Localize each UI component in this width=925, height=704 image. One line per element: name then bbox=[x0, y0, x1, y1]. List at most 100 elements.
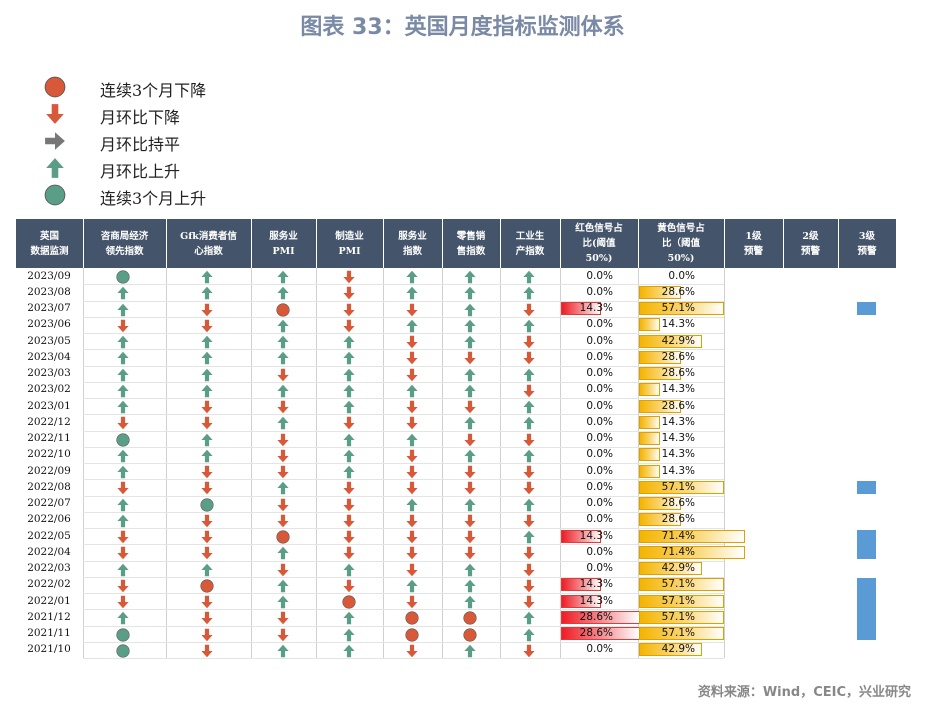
column-header: 红色信号占 比(阈值 50%) bbox=[575, 223, 623, 264]
up-arrow-icon bbox=[276, 318, 290, 333]
red-signal-value: 0.0% bbox=[586, 562, 613, 574]
row-date: 2023/05 bbox=[27, 334, 71, 347]
up-arrow-icon bbox=[463, 562, 477, 576]
down-arrow-icon bbox=[463, 432, 477, 446]
down-arrow-icon bbox=[342, 545, 356, 560]
red-signal-value: 0.0% bbox=[586, 350, 613, 363]
yellow-signal-bar bbox=[639, 627, 724, 640]
legend-label: 连续3个月上升 bbox=[100, 189, 207, 208]
down-arrow-icon bbox=[276, 497, 290, 511]
legend-label: 月环比持平 bbox=[100, 135, 181, 154]
level3-warning-block bbox=[857, 529, 876, 559]
header-separator bbox=[838, 219, 839, 268]
grid-row-line bbox=[83, 609, 724, 610]
up-arrow-icon bbox=[342, 643, 356, 658]
down-arrow-icon bbox=[522, 562, 536, 576]
up-arrow-icon bbox=[200, 334, 214, 349]
yellow-signal-bar bbox=[639, 643, 703, 657]
header-separator bbox=[724, 219, 725, 268]
column-header: Gfk消费者信 心指数 bbox=[180, 230, 237, 257]
down-arrow-icon bbox=[405, 399, 419, 414]
header-separator bbox=[251, 219, 252, 268]
down-arrow-icon bbox=[405, 480, 419, 495]
row-date: 2022/09 bbox=[27, 464, 71, 477]
down-arrow-icon bbox=[276, 627, 290, 641]
red-circle-icon bbox=[276, 529, 290, 544]
header-separator bbox=[638, 219, 639, 268]
down-arrow-icon bbox=[116, 318, 130, 333]
row-date: 2022/11 bbox=[27, 432, 71, 444]
grid-row-line bbox=[83, 512, 724, 513]
down-arrow-icon bbox=[200, 513, 214, 528]
row-date: 2022/02 bbox=[27, 578, 71, 591]
red-circle-icon bbox=[463, 627, 477, 642]
yellow-signal-bar bbox=[639, 334, 703, 348]
red-signal-value: 0.0% bbox=[586, 383, 613, 396]
grid-row-line bbox=[83, 366, 724, 367]
up-arrow-icon bbox=[405, 285, 419, 300]
yellow-signal-bar bbox=[639, 529, 745, 543]
up-arrow-icon bbox=[276, 334, 290, 349]
red-signal-value: 0.0% bbox=[586, 643, 613, 656]
yellow-signal-value: 42.9% bbox=[661, 643, 695, 656]
up-arrow-icon bbox=[463, 302, 477, 316]
yellow-signal-bar bbox=[639, 562, 703, 575]
down-arrow-icon bbox=[342, 318, 356, 333]
row-date: 2022/06 bbox=[27, 513, 71, 526]
up-arrow-icon bbox=[116, 399, 130, 414]
column-header: 3级 预警 bbox=[857, 230, 877, 257]
up-arrow-icon bbox=[276, 415, 290, 430]
down-arrow-icon bbox=[342, 529, 356, 544]
up-arrow-icon bbox=[200, 350, 214, 365]
grid-row-line bbox=[83, 479, 724, 480]
yellow-signal-bar bbox=[639, 367, 682, 380]
down-arrow-icon bbox=[200, 415, 214, 430]
red-signal-bar bbox=[561, 594, 601, 608]
down-arrow-icon bbox=[522, 545, 536, 560]
yellow-signal-value: 28.6% bbox=[661, 399, 695, 412]
up-arrow-icon bbox=[342, 432, 356, 446]
yellow-signal-value: 14.3% bbox=[661, 383, 695, 396]
column-header: 2级 预警 bbox=[800, 230, 820, 257]
red-signal-value: 0.0% bbox=[586, 513, 613, 526]
grid-row-line bbox=[83, 333, 724, 334]
yellow-signal-value: 28.6% bbox=[661, 513, 695, 526]
down-arrow-icon bbox=[276, 562, 290, 576]
up-arrow-icon bbox=[405, 383, 419, 398]
up-arrow-icon bbox=[342, 464, 356, 479]
grid-row-line bbox=[83, 398, 724, 399]
up-arrow-icon bbox=[522, 269, 536, 284]
header-separator bbox=[783, 219, 784, 268]
yellow-signal-value: 14.3% bbox=[661, 432, 695, 444]
grid-row-line bbox=[83, 463, 724, 464]
down-arrow-icon bbox=[463, 399, 477, 414]
header-separator bbox=[166, 219, 167, 268]
grid-row-line bbox=[83, 447, 724, 448]
up-arrow-icon bbox=[463, 578, 477, 593]
yellow-signal-bar bbox=[639, 350, 682, 364]
down-arrow-icon bbox=[276, 432, 290, 446]
yellow-signal-bar bbox=[639, 399, 682, 413]
red-signal-value: 0.0% bbox=[586, 318, 613, 331]
green-circle-icon bbox=[200, 497, 214, 512]
yellow-signal-value: 57.1% bbox=[661, 610, 695, 623]
yellow-signal-value: 0.0% bbox=[668, 269, 695, 282]
row-date: 2022/03 bbox=[27, 562, 71, 574]
red-signal-value: 0.0% bbox=[586, 334, 613, 347]
down-arrow-icon bbox=[276, 367, 290, 381]
down-arrow-icon bbox=[522, 350, 536, 365]
red-signal-value: 14.3% bbox=[579, 529, 613, 542]
down-arrow-icon bbox=[342, 269, 356, 284]
row-date: 2022/10 bbox=[27, 448, 71, 461]
down-arrow-icon bbox=[463, 545, 477, 560]
down-arrow-icon bbox=[522, 383, 536, 398]
up-arrow-icon bbox=[405, 269, 419, 284]
up-arrow-icon bbox=[116, 497, 130, 511]
yellow-signal-bar bbox=[639, 285, 682, 299]
grid-row-line bbox=[83, 284, 724, 285]
yellow-signal-value: 42.9% bbox=[661, 334, 695, 347]
down-arrow-icon bbox=[405, 594, 419, 609]
row-date: 2022/01 bbox=[27, 594, 71, 607]
down-arrow-icon bbox=[522, 480, 536, 495]
up-arrow-icon bbox=[276, 269, 290, 284]
